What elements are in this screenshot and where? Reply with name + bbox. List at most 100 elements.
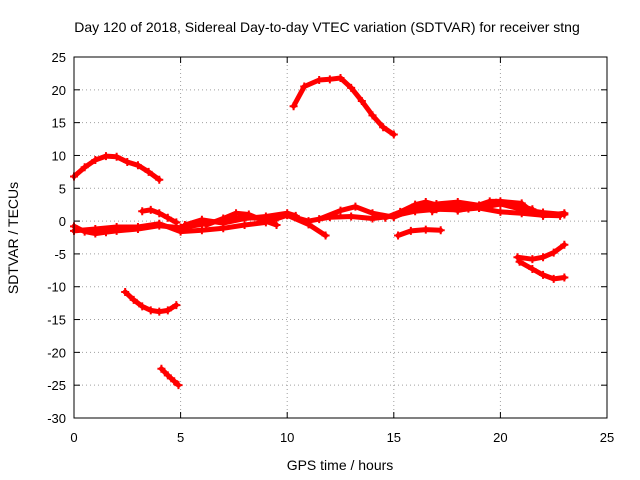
x-tick-label: 15 [387, 430, 401, 445]
y-tick-label: 20 [52, 83, 66, 98]
x-tick-label: 10 [280, 430, 294, 445]
series-arc-3 [158, 366, 181, 388]
data-point [443, 202, 452, 211]
data-point [257, 215, 266, 224]
data-point [453, 206, 462, 215]
y-tick-label: -30 [47, 411, 66, 426]
data-point [368, 209, 377, 218]
data-point [121, 287, 130, 296]
y-axis-label: SDTVAR / TECUs [5, 182, 21, 294]
data-point [515, 257, 524, 266]
data-point [101, 152, 110, 161]
data-point [458, 200, 467, 209]
data-point [163, 213, 172, 222]
data-point [172, 301, 181, 310]
data-point [428, 207, 437, 216]
data-point [155, 219, 164, 228]
y-tick-label: -5 [54, 247, 66, 262]
data-point [396, 207, 405, 216]
data-point [155, 209, 164, 218]
data-point [406, 226, 415, 235]
data-point [325, 75, 334, 84]
data-point [496, 200, 505, 209]
data-point [381, 213, 390, 222]
data-point [436, 226, 445, 235]
x-axis-label: GPS time / hours [287, 457, 394, 473]
data-point [300, 82, 309, 91]
data-point [539, 208, 548, 217]
data-point [232, 209, 241, 218]
plot-frame [73, 56, 608, 419]
data-point [351, 202, 360, 211]
data-point [170, 377, 179, 386]
data-point [163, 371, 172, 380]
data-point [155, 175, 164, 184]
data-point [394, 231, 403, 240]
data-point [133, 222, 142, 231]
data-point [112, 152, 121, 161]
data-point [80, 163, 89, 172]
data-point [176, 227, 185, 236]
series-arc-13 [395, 227, 444, 238]
data-point [291, 211, 300, 220]
y-tick-label: -25 [47, 378, 66, 393]
data-point [496, 207, 505, 216]
data-point [347, 212, 356, 221]
data-point [155, 307, 164, 316]
data-point [513, 253, 522, 262]
data-point [321, 231, 330, 240]
x-tick-label: 25 [600, 430, 614, 445]
data-point [549, 248, 558, 257]
data-point [133, 161, 142, 170]
data-point [174, 381, 183, 390]
data-point [421, 198, 430, 207]
data-point [539, 253, 548, 262]
data-point [180, 221, 189, 230]
data-point [146, 306, 155, 315]
data-point [129, 295, 138, 304]
data-point [475, 203, 484, 212]
y-tick-label: 5 [59, 181, 66, 196]
data-point [560, 240, 569, 249]
chart-title: Day 120 of 2018, Sidereal Day-to-day VTE… [74, 19, 580, 35]
data-point [146, 205, 155, 214]
y-tick-label: 10 [52, 148, 66, 163]
data-point [549, 274, 558, 283]
data-point [138, 302, 147, 311]
data-point [123, 158, 132, 167]
data-point [315, 75, 324, 84]
data-point [91, 156, 100, 165]
data-point [347, 83, 356, 92]
data-point [244, 210, 253, 219]
data-point [304, 217, 313, 226]
data-point [289, 102, 298, 111]
y-tick-label: -10 [47, 280, 66, 295]
y-tick-label: 0 [59, 214, 66, 229]
data-point [411, 200, 420, 209]
data-point [138, 207, 147, 216]
y-tick-label: 15 [52, 116, 66, 131]
axes: 0 5 10 15 20 25 -30 -25 -20 -15 -10 -5 0 5 10 15 20 25 [47, 50, 614, 445]
data-point [379, 123, 388, 132]
data-point [560, 273, 569, 282]
y-tick-label: -15 [47, 313, 66, 328]
data-point [283, 209, 292, 218]
data-point [389, 130, 398, 139]
data-point [560, 210, 569, 219]
data-point [539, 270, 548, 279]
series-arc-9 [291, 75, 397, 137]
data-point [517, 205, 526, 214]
y-tick-label: -20 [47, 345, 66, 360]
x-tick-label: 20 [493, 430, 507, 445]
data-point [336, 74, 345, 83]
data-point [368, 111, 377, 120]
data-point [202, 221, 211, 230]
data-point [144, 167, 153, 176]
data-point [197, 226, 206, 235]
data-point [421, 225, 430, 234]
data-point [157, 364, 166, 373]
data-point [336, 206, 345, 215]
data-point [528, 255, 537, 264]
x-tick-label: 0 [70, 430, 77, 445]
